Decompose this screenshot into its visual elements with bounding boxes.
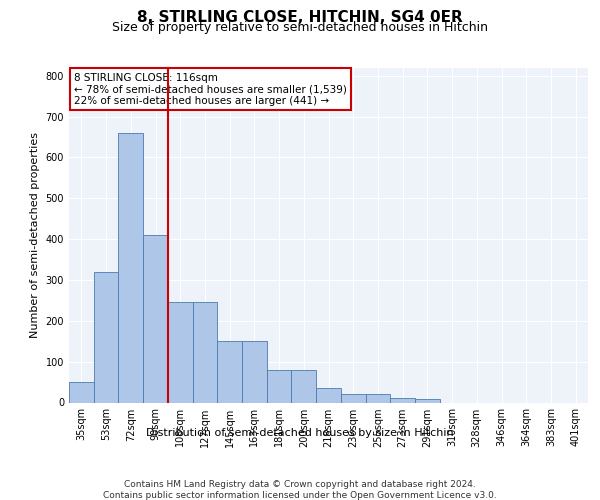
Text: Size of property relative to semi-detached houses in Hitchin: Size of property relative to semi-detach… <box>112 21 488 34</box>
Bar <box>118 133 143 402</box>
Text: Contains public sector information licensed under the Open Government Licence v3: Contains public sector information licen… <box>103 491 497 500</box>
Bar <box>217 341 242 402</box>
Bar <box>143 235 168 402</box>
Bar <box>316 388 341 402</box>
Text: Contains HM Land Registry data © Crown copyright and database right 2024.: Contains HM Land Registry data © Crown c… <box>124 480 476 489</box>
Bar <box>94 272 118 402</box>
Bar <box>341 394 365 402</box>
Text: 8 STIRLING CLOSE: 116sqm
← 78% of semi-detached houses are smaller (1,539)
22% o: 8 STIRLING CLOSE: 116sqm ← 78% of semi-d… <box>74 72 347 106</box>
Y-axis label: Number of semi-detached properties: Number of semi-detached properties <box>30 132 40 338</box>
Text: 8, STIRLING CLOSE, HITCHIN, SG4 0ER: 8, STIRLING CLOSE, HITCHIN, SG4 0ER <box>137 10 463 25</box>
Text: Distribution of semi-detached houses by size in Hitchin: Distribution of semi-detached houses by … <box>146 428 454 438</box>
Bar <box>365 394 390 402</box>
Bar <box>390 398 415 402</box>
Bar <box>168 302 193 402</box>
Bar <box>292 370 316 402</box>
Bar <box>193 302 217 402</box>
Bar <box>242 341 267 402</box>
Bar <box>69 382 94 402</box>
Bar <box>267 370 292 402</box>
Bar <box>415 399 440 402</box>
